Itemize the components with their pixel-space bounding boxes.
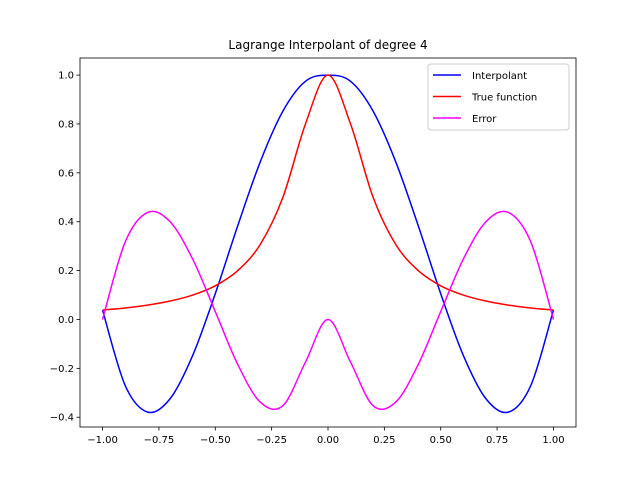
x-tick-label: −0.25 [256, 435, 287, 446]
y-tick-label: 1.0 [58, 71, 74, 82]
series-line-error [101, 210, 555, 411]
chart-title: Lagrange Interpolant of degree 4 [228, 38, 427, 52]
legend: Interpolant True function Error [427, 63, 570, 131]
legend-label: Error [472, 114, 497, 125]
x-tick-label: 1.00 [542, 435, 564, 446]
x-tick-label: 0.25 [373, 435, 395, 446]
legend-label: Interpolant [472, 71, 527, 82]
x-tick-label: −0.50 [200, 435, 231, 446]
y-tick-label: 0.0 [58, 315, 74, 326]
legend-label: True function [471, 92, 537, 103]
x-tick-label: 0.50 [430, 435, 452, 446]
x-tick-label: 0.75 [486, 435, 508, 446]
y-tick-label: 0.8 [58, 119, 74, 130]
y-axis: −0.4 −0.2 0.0 0.2 0.4 0.6 0.8 1.0 [50, 71, 80, 424]
y-tick-label: 0.2 [58, 266, 74, 277]
series-line-true-function [102, 74, 554, 311]
x-axis: −1.00 −0.75 −0.50 −0.25 0.00 0.25 0.50 0.75 1.00 [87, 427, 565, 446]
y-tick-label: −0.4 [50, 413, 74, 424]
y-tick-label: −0.2 [50, 364, 74, 375]
y-tick-label: 0.6 [58, 168, 74, 179]
x-tick-label: −1.00 [87, 435, 118, 446]
y-tick-label: 0.4 [58, 217, 74, 228]
x-tick-label: −0.75 [144, 435, 175, 446]
legend-box [427, 63, 570, 131]
x-tick-label: 0.00 [317, 435, 339, 446]
